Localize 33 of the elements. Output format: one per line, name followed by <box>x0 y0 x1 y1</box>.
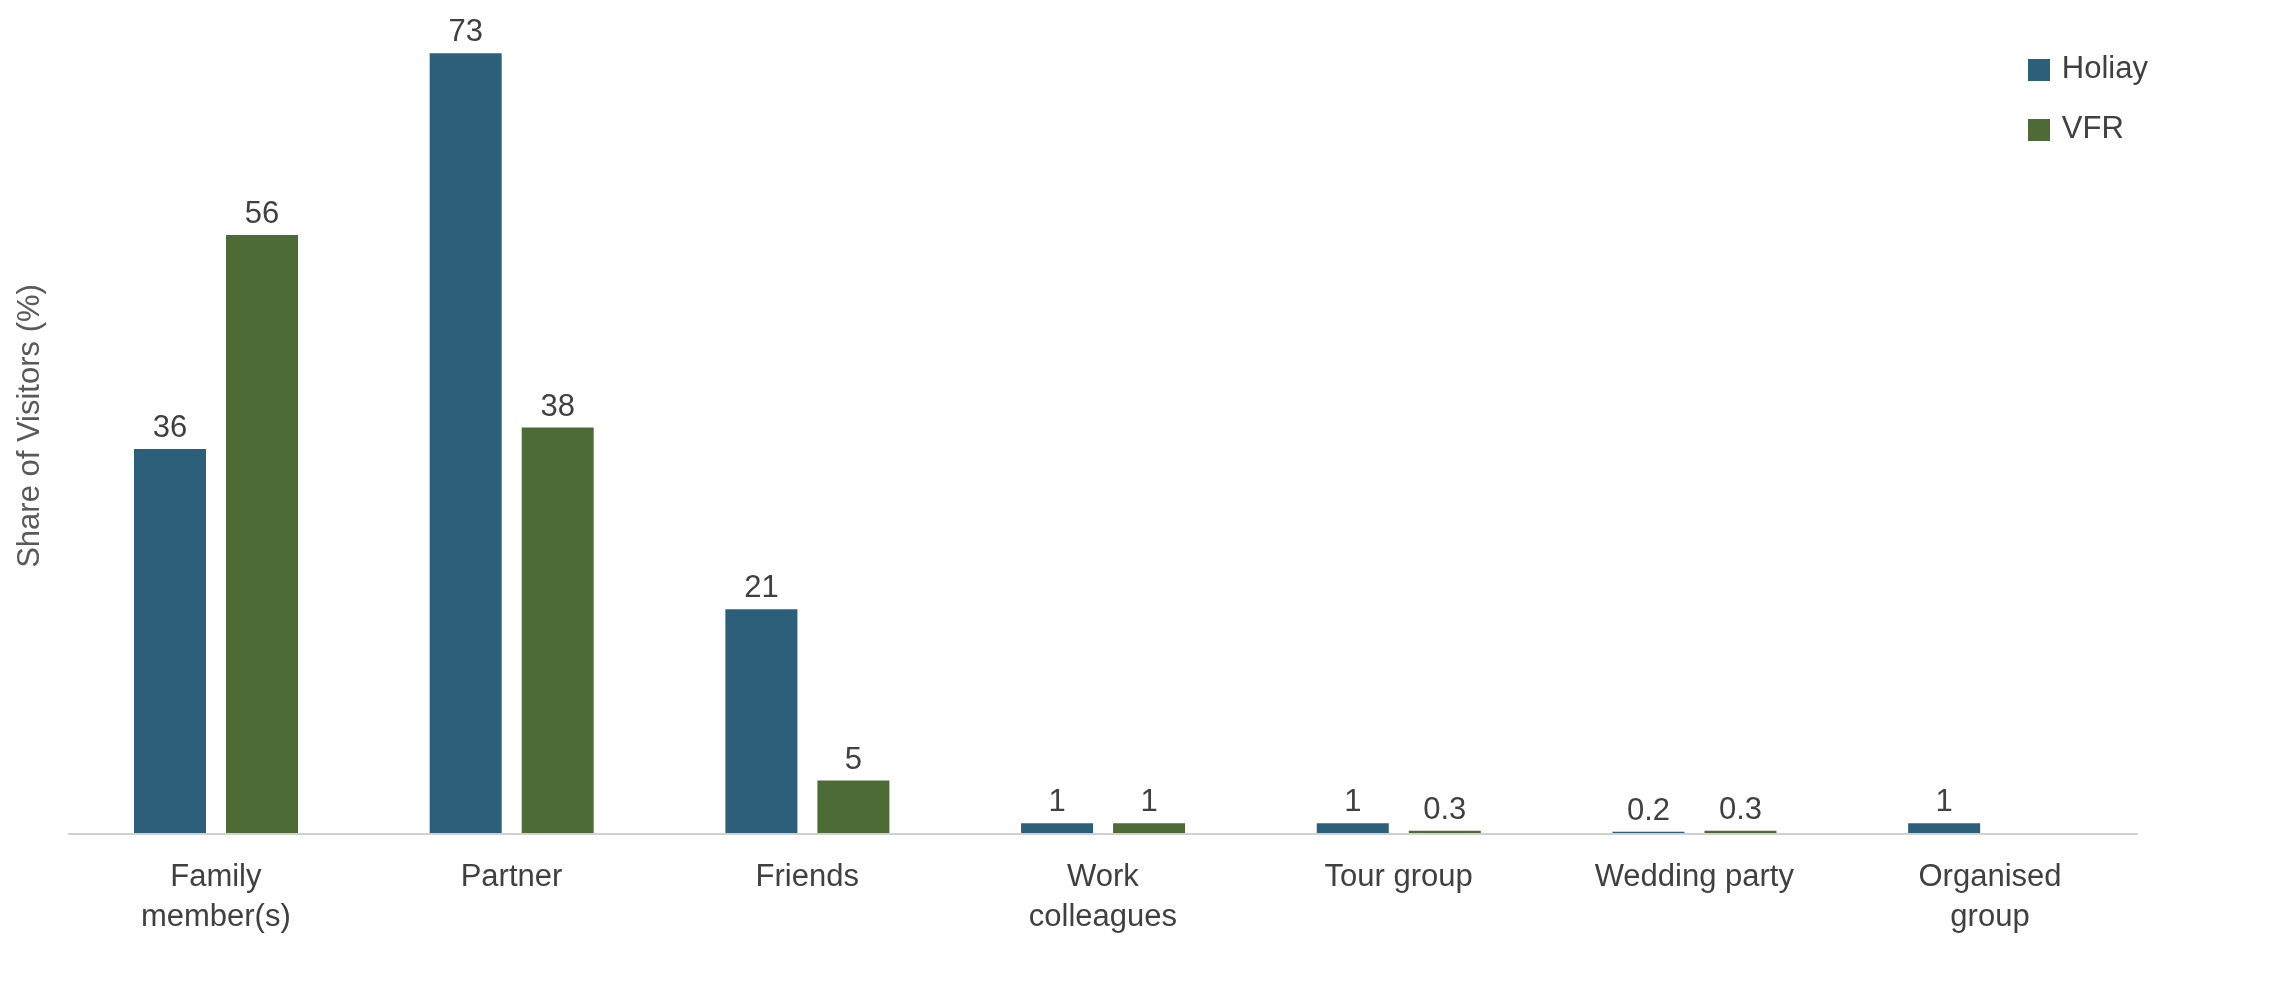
bar <box>226 234 298 834</box>
data-label: 73 <box>448 13 483 49</box>
bar <box>1113 823 1186 834</box>
bar <box>429 53 502 834</box>
legend-label: VFR <box>2061 110 2124 145</box>
data-label: 5 <box>844 740 863 776</box>
data-label: 36 <box>152 408 188 444</box>
data-label: 0.3 <box>1718 790 1763 826</box>
y-axis-title: Share of Visitors (%) <box>11 284 47 568</box>
x-tick-label: Organised group <box>1918 858 2062 933</box>
data-label: 56 <box>244 194 280 230</box>
x-tick-label: Family member(s) <box>140 858 291 933</box>
bar <box>134 448 206 834</box>
data-label: 0.2 <box>1626 791 1671 827</box>
data-label: 1 <box>1344 783 1362 819</box>
bar <box>725 609 798 834</box>
bar <box>1021 823 1094 834</box>
bar <box>1316 823 1389 834</box>
bar <box>521 427 594 834</box>
data-label: 1 <box>1048 783 1066 819</box>
data-label: 0.3 <box>1423 790 1467 826</box>
x-tick-label: Friends <box>755 858 859 893</box>
x-tick-label: Work colleagues <box>1028 858 1178 933</box>
data-label: 38 <box>540 387 575 423</box>
bar <box>1908 823 1981 834</box>
data-label: 1 <box>1140 783 1158 819</box>
bar <box>817 780 890 834</box>
x-tick-label: Partner <box>460 858 563 893</box>
legend-label: Holiay <box>2061 50 2148 85</box>
data-label: 1 <box>1935 783 1953 819</box>
x-tick-label: Wedding party <box>1594 858 1795 893</box>
data-label: 21 <box>744 569 779 605</box>
x-tick-label: Tour group <box>1324 858 1473 893</box>
